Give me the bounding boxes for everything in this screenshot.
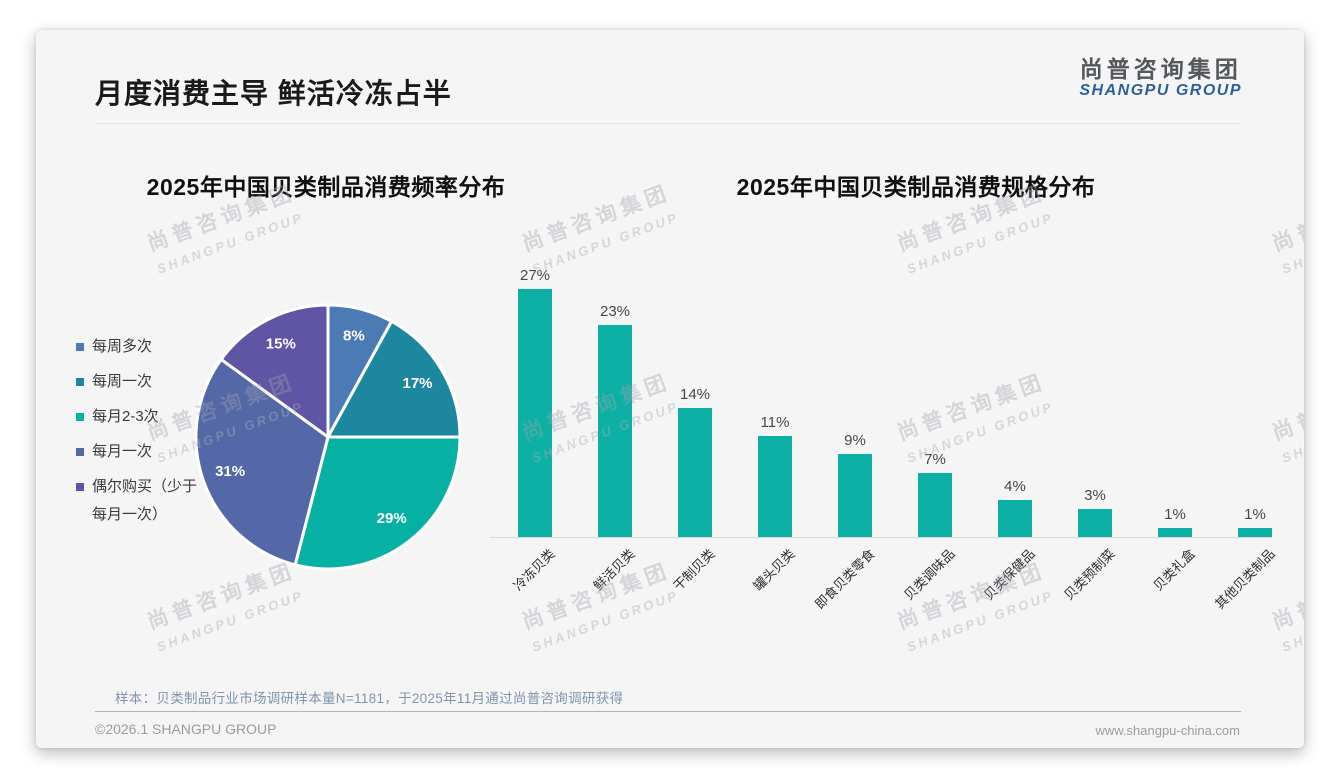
pie-slice-label: 8% (343, 327, 365, 344)
bar (838, 454, 872, 537)
bar (1158, 528, 1192, 537)
pie-slice (326, 319, 462, 439)
bar-value-label: 23% (599, 303, 631, 320)
slide-card: 月度消费主导 鲜活冷冻占半 尚普咨询集团 SHANGPU GROUP 2025年… (36, 30, 1304, 748)
bar (918, 473, 952, 537)
bar-value-label: 3% (1084, 487, 1106, 504)
bar-value-label: 27% (519, 267, 551, 284)
bar-category-label: 鲜活贝类 (590, 546, 638, 594)
watermark-line2: SHANGPU GROUP (529, 586, 681, 655)
pie-slice-label: 29% (377, 510, 407, 527)
legend-item-label: 每月2-3次 (92, 408, 159, 425)
bar-category-label: 即食贝类零食 (811, 546, 878, 612)
page-title: 月度消费主导 鲜活冷冻占半 (95, 78, 452, 109)
legend-item-label: 每周一次 (92, 373, 153, 390)
pie-slice (194, 357, 330, 567)
pie-legend: 每周多次每周一次每月2-3次 每月一次偶尔购买（少于每月一次） (76, 333, 204, 536)
bar-category-label: 贝类调味品 (901, 546, 958, 603)
bar-value-label: 7% (924, 451, 946, 468)
watermark-line1: 尚普咨询集团 (1269, 181, 1304, 257)
pie-slice-label: 15% (266, 335, 296, 352)
legend-item-label: 每周多次 (92, 338, 153, 355)
legend-item: 每周一次 (76, 368, 204, 396)
watermark-line2: SHANGPU GROUP (154, 208, 306, 277)
legend-marker (76, 413, 84, 421)
company-logo: 尚普咨询集团 SHANGPU GROUP (1079, 56, 1242, 101)
sample-footnote: 样本：贝类制品行业市场调研样本量N=1181，于2025年11月通过尚普咨询调研… (115, 691, 624, 706)
bar-category-label: 贝类礼盒 (1150, 546, 1198, 594)
bar (678, 408, 712, 537)
legend-marker (76, 448, 84, 456)
logo-text-cn: 尚普咨询集团 (1079, 56, 1242, 82)
bar (518, 289, 552, 537)
footer-copyright: ©2026.1 SHANGPU GROUP (95, 721, 277, 737)
bar-value-label: 9% (844, 432, 866, 449)
legend-item: 每周多次 (76, 333, 204, 361)
bar-value-label: 11% (760, 414, 790, 431)
bar-category-label: 冷冻贝类 (510, 546, 558, 594)
legend-item: 偶尔购买（少于每月一次） (76, 473, 204, 529)
pie-slice (293, 435, 462, 571)
legend-item-label: 每月一次 (92, 443, 153, 460)
watermark-line1: 尚普咨询集团 (1269, 559, 1304, 635)
bar-category-label: 干制贝类 (670, 546, 718, 594)
watermark-line2: SHANGPU GROUP (1279, 209, 1304, 277)
legend-marker (76, 343, 84, 351)
watermark-line1: 尚普咨询集团 (1269, 370, 1304, 446)
bar (1238, 528, 1272, 537)
legend-item: 每月2-3次 (76, 403, 204, 431)
legend-marker (76, 483, 84, 491)
bar (598, 325, 632, 537)
bar-value-label: 1% (1164, 506, 1186, 523)
pie-slice (219, 303, 330, 439)
watermark-line1: 尚普咨询集团 (894, 370, 1049, 446)
bar-value-label: 4% (1004, 478, 1026, 495)
watermark-line2: SHANGPU GROUP (1279, 398, 1304, 466)
footer-website: www.shangpu-china.com (1095, 723, 1240, 738)
legend-marker (76, 378, 84, 386)
bar (758, 436, 792, 537)
watermark-line2: SHANGPU GROUP (904, 586, 1056, 655)
header-divider (95, 123, 1241, 124)
bar-chart-x-axis (490, 537, 1272, 538)
pie-chart-title: 2025年中国贝类制品消费频率分布 (146, 174, 506, 200)
legend-item-label: 偶尔购买（少于每月一次） (92, 478, 198, 523)
watermark-line2: SHANGPU GROUP (1279, 587, 1304, 655)
pie-slice-label: 31% (215, 463, 245, 480)
pie-chart: 8% 17% 29% 31% 15% (194, 303, 462, 571)
bar (998, 500, 1032, 537)
footer-divider (95, 711, 1241, 712)
logo-text-en: SHANGPU GROUP (1079, 82, 1242, 100)
legend-item: 每月一次 (76, 438, 204, 466)
bar-category-label: 贝类保健品 (981, 546, 1038, 603)
watermark-line2: SHANGPU GROUP (154, 586, 306, 655)
bar-value-label: 14% (679, 386, 711, 403)
bar-category-label: 其他贝类制品 (1211, 546, 1278, 612)
bar-category-label: 罐头贝类 (750, 546, 798, 594)
pie-slice-label: 17% (402, 375, 432, 392)
bar-value-label: 1% (1244, 506, 1266, 523)
bar-chart-title: 2025年中国贝类制品消费规格分布 (736, 174, 1096, 200)
watermark-line2: SHANGPU GROUP (904, 208, 1056, 277)
bar-category-label: 贝类预制菜 (1061, 546, 1118, 603)
bar (1078, 509, 1112, 537)
